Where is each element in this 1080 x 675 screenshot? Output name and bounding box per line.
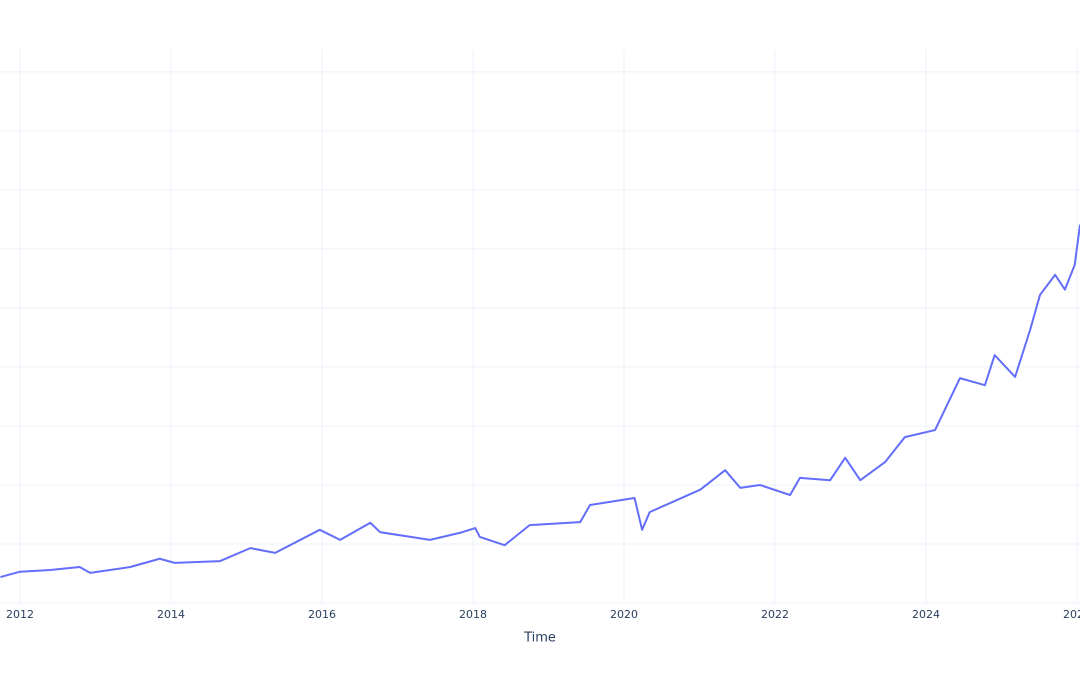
x-axis-title: Time: [523, 631, 556, 646]
x-tick-label: 2020: [610, 608, 638, 621]
x-tick-label: 2014: [157, 608, 185, 621]
x-tick-label: 2022: [761, 608, 789, 621]
x-tick-label: 2024: [912, 608, 940, 621]
line: [0, 224, 1080, 578]
x-tick-label: 2018: [459, 608, 487, 621]
x-tick-label: 2012: [6, 608, 34, 621]
x-tick-label: 2016: [308, 608, 336, 621]
x-tick-label: 2026: [1063, 608, 1080, 621]
